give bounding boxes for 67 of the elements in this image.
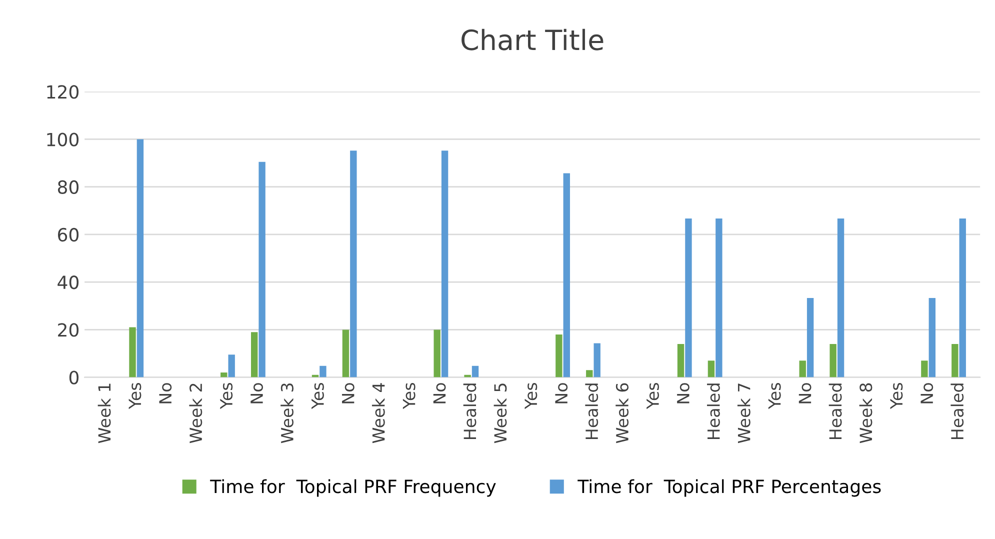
bar [959, 218, 966, 378]
x-tick-label: No [159, 383, 172, 404]
x-tick-label: No [798, 383, 812, 404]
x-tick-label: Yes [402, 382, 416, 410]
bar [921, 360, 928, 378]
x-tick-label: Week 4 [372, 383, 385, 444]
bar [830, 344, 836, 378]
x-tick-label: No [555, 383, 568, 404]
bar [677, 344, 684, 378]
x-tick-label: Yes [646, 382, 659, 410]
x-tick-label: Week 6 [616, 383, 629, 444]
bar [928, 298, 936, 378]
bar [708, 360, 715, 378]
x-tick-label: No [920, 383, 934, 404]
x-tick-label: No [342, 383, 354, 404]
x-tick-label: Healed [463, 384, 476, 439]
x-tick-label: Healed [828, 384, 842, 439]
x-tick-label: Yes [768, 382, 781, 410]
chart-title: Chart Title [462, 28, 604, 50]
bar [441, 150, 448, 378]
y-tick-label: 80 [58, 180, 79, 194]
bar [586, 370, 593, 378]
bar [806, 298, 814, 378]
x-tick-label: Yes [128, 382, 142, 410]
bar [952, 344, 958, 378]
x-tick-label: Week 8 [859, 383, 872, 444]
x-tick-label: Yes [312, 382, 324, 410]
x-tick-label: Week 3 [280, 384, 294, 444]
bar [258, 162, 266, 378]
bar [129, 327, 136, 378]
bar [716, 218, 722, 378]
bar [685, 218, 692, 378]
bar [136, 139, 144, 378]
x-tick-label: Yes [524, 382, 538, 410]
y-tick-label: 120 [47, 85, 79, 99]
x-tick-label: No [677, 383, 690, 404]
x-tick-label: Healed [585, 384, 598, 439]
x-tick-label: Week 5 [494, 384, 507, 444]
y-tick-label: 0 [69, 370, 79, 384]
x-tick-label: Week 1 [98, 384, 111, 444]
y-tick-label: 60 [58, 228, 79, 242]
bar [594, 343, 600, 378]
bar [250, 332, 258, 378]
x-tick-label: Week 2 [189, 384, 202, 444]
bar [472, 366, 479, 378]
x-tick-label: Week 7 [737, 384, 750, 444]
x-tick-label: Yes [890, 382, 903, 410]
bar [220, 372, 228, 378]
bar [228, 354, 235, 378]
bar [342, 330, 350, 378]
bar [837, 218, 844, 378]
y-tick-label: 100 [47, 132, 79, 146]
bar [556, 334, 562, 378]
x-tick-label: Healed [950, 384, 964, 439]
bar [434, 330, 440, 378]
x-tick-label: Yes [220, 382, 233, 410]
bar [350, 150, 357, 378]
bar [320, 366, 326, 378]
y-tick-label: 20 [58, 323, 79, 337]
y-tick-label: 40 [58, 276, 79, 290]
legend-label: Time for Topical PRF Percentages [578, 479, 881, 497]
x-tick-label: No [250, 383, 264, 404]
legend-label: Time for Topical PRF Frequency [210, 479, 496, 497]
x-tick-label: No [433, 383, 446, 404]
x-tick-label: Healed [707, 384, 720, 439]
bar [799, 360, 806, 378]
bar [563, 173, 570, 378]
